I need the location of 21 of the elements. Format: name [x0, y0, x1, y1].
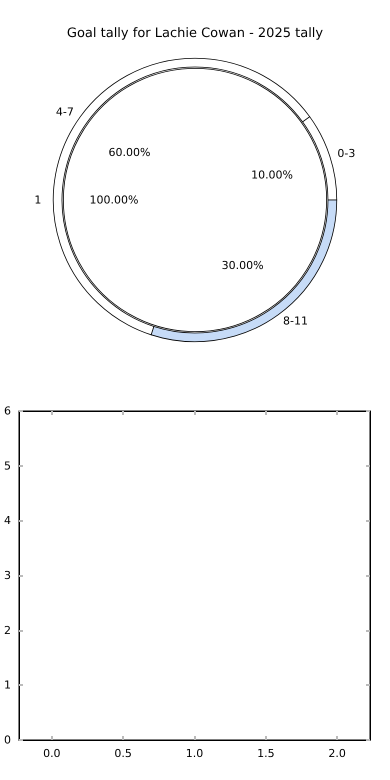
- y-tick-label: 2: [4, 624, 11, 637]
- data-label: 60.00%: [108, 146, 150, 159]
- slice-label: 1: [34, 194, 42, 206]
- x-tick-label: 1.0: [186, 747, 204, 760]
- slice-label: 0-3: [337, 147, 356, 160]
- x-tick-label: 0.5: [114, 747, 132, 760]
- y-tick-label: 0: [4, 734, 11, 746]
- chart-title: Goal tally for Lachie Cowan - 2025 tally: [66, 26, 324, 41]
- data-label: 100.00%: [90, 194, 138, 206]
- data-label: 10.00%: [251, 168, 294, 182]
- x-tick-label: 2.0: [328, 747, 346, 760]
- x-tick-label: 1.5: [257, 747, 275, 760]
- y-tick-label: 5: [4, 459, 11, 472]
- slice-label: 8-11: [283, 314, 308, 328]
- data-label: 30.00%: [222, 259, 264, 272]
- y-tick-label: 1: [4, 678, 11, 692]
- y-tick-label: 6: [4, 404, 11, 418]
- slice-label: 4-7: [56, 105, 74, 118]
- y-tick-label: 3: [4, 569, 11, 582]
- y-tick-label: 4: [4, 514, 11, 528]
- x-tick-label: 0.0: [43, 747, 61, 760]
